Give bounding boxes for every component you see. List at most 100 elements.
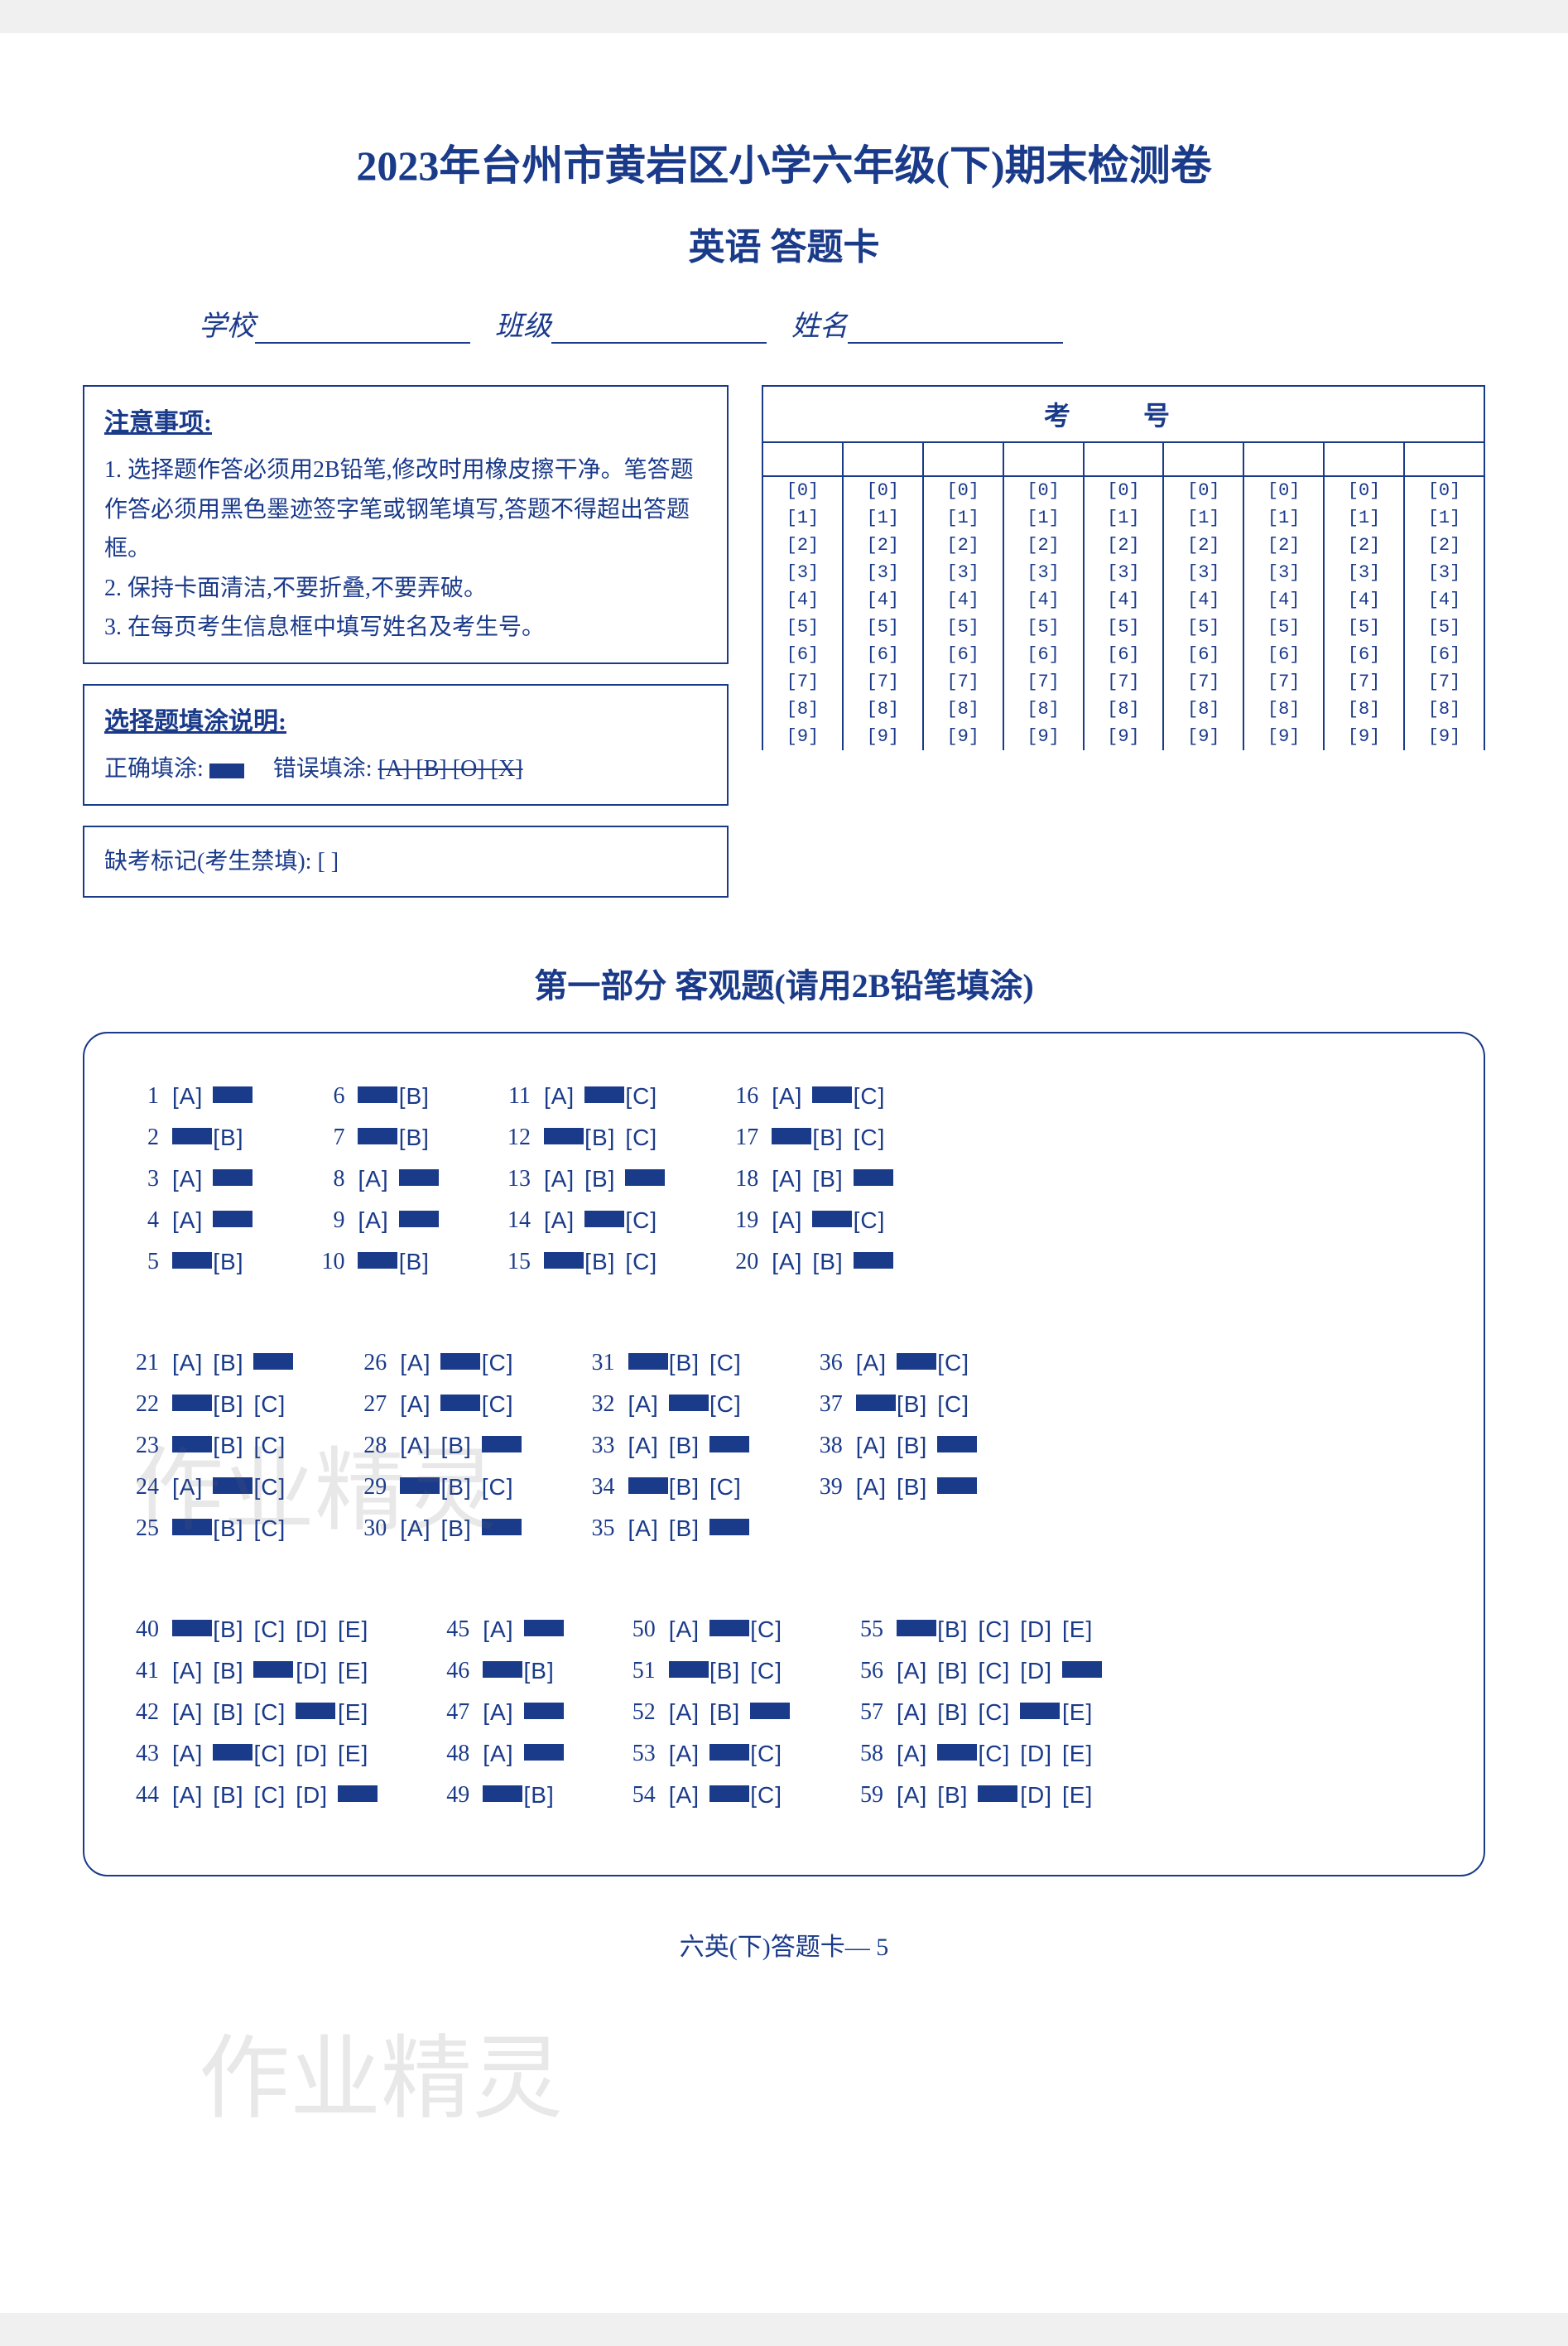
answer-bubble[interactable]: [A] <box>483 1741 513 1767</box>
answer-bubble[interactable]: [B] <box>440 1433 471 1459</box>
answer-bubble[interactable]: [C] <box>978 1616 1010 1643</box>
answer-bubble[interactable]: [A] <box>483 1699 513 1726</box>
answer-bubble[interactable]: [B] <box>937 1782 968 1809</box>
answer-bubble[interactable]: [E] <box>338 1741 368 1767</box>
answer-bubble[interactable]: [A] <box>483 1616 513 1643</box>
answer-bubble[interactable]: [A] <box>772 1125 802 1151</box>
answer-bubble[interactable]: [C] <box>750 1616 782 1643</box>
answer-bubble[interactable]: [C] <box>253 1658 286 1684</box>
exam-bubble[interactable]: [4] <box>1404 586 1484 614</box>
answer-bubble[interactable]: [A] <box>897 1658 927 1684</box>
answer-bubble[interactable]: [C] <box>750 1741 782 1767</box>
answer-bubble[interactable]: [C] <box>937 1433 969 1459</box>
answer-bubble[interactable]: [B] <box>709 1699 740 1726</box>
answer-bubble[interactable]: [A] <box>400 1474 430 1501</box>
answer-bubble[interactable]: [C] <box>253 1474 286 1501</box>
answer-bubble[interactable]: [B] <box>213 1658 243 1684</box>
exam-bubble[interactable]: [6] <box>923 641 1003 668</box>
answer-bubble[interactable]: [C] <box>750 1658 782 1684</box>
name-blank[interactable] <box>848 316 1063 344</box>
answer-bubble[interactable]: [B] <box>213 1474 243 1501</box>
answer-bubble[interactable]: [D] <box>296 1658 328 1684</box>
exam-bubble[interactable]: [6] <box>843 641 923 668</box>
answer-bubble[interactable]: [A] <box>628 1433 659 1459</box>
answer-bubble[interactable]: [A] <box>544 1083 575 1110</box>
answer-bubble[interactable]: [D] <box>1020 1658 1052 1684</box>
exam-bubble[interactable]: [0] <box>1163 476 1243 504</box>
answer-bubble[interactable]: [A] <box>172 1083 203 1110</box>
answer-bubble[interactable]: [B] <box>897 1391 927 1418</box>
answer-bubble[interactable]: [B] <box>213 1433 243 1459</box>
answer-bubble[interactable]: [A] <box>483 1658 513 1684</box>
answer-bubble[interactable]: [C] <box>978 1741 1010 1767</box>
answer-bubble[interactable]: [A] <box>172 1125 203 1151</box>
answer-bubble[interactable]: [B] <box>213 1699 243 1726</box>
answer-bubble[interactable]: [A] <box>669 1741 700 1767</box>
exam-bubble[interactable]: [1] <box>1163 504 1243 532</box>
answer-bubble[interactable]: [B] <box>584 1166 615 1192</box>
answer-bubble[interactable]: [C] <box>253 1699 286 1726</box>
answer-bubble[interactable]: [B] <box>399 1249 430 1275</box>
exam-bubble[interactable]: [8] <box>843 696 923 723</box>
exam-bubble[interactable]: [8] <box>923 696 1003 723</box>
answer-bubble[interactable]: [C] <box>625 1207 657 1234</box>
exam-bubble[interactable]: [6] <box>1324 641 1404 668</box>
answer-bubble[interactable]: [A] <box>669 1658 700 1684</box>
answer-bubble[interactable]: [B] <box>937 1658 968 1684</box>
exam-bubble[interactable]: [7] <box>1243 668 1324 696</box>
answer-bubble[interactable]: [A] <box>897 1699 927 1726</box>
answer-bubble[interactable]: [A] <box>400 1515 430 1542</box>
answer-bubble[interactable]: [C] <box>709 1391 742 1418</box>
exam-bubble[interactable]: [2] <box>1404 532 1484 559</box>
answer-bubble[interactable]: [C] <box>854 1249 886 1275</box>
exam-bubble[interactable]: [9] <box>1003 723 1084 750</box>
answer-bubble[interactable]: [B] <box>524 1741 555 1767</box>
exam-bubble[interactable]: [4] <box>762 586 843 614</box>
answer-bubble[interactable]: [A] <box>358 1249 388 1275</box>
answer-bubble[interactable]: [B] <box>897 1474 927 1501</box>
answer-bubble[interactable]: [A] <box>772 1166 802 1192</box>
exam-bubble[interactable]: [8] <box>762 696 843 723</box>
exam-bubble[interactable]: [3] <box>1084 559 1164 586</box>
exam-bubble[interactable]: [2] <box>1243 532 1324 559</box>
answer-bubble[interactable]: [A] <box>856 1433 887 1459</box>
exam-bubble[interactable]: [1] <box>1003 504 1084 532</box>
exam-bubble[interactable]: [1] <box>1243 504 1324 532</box>
answer-bubble[interactable]: [E] <box>1062 1699 1093 1726</box>
answer-bubble[interactable]: [A] <box>172 1782 203 1809</box>
answer-bubble[interactable]: [C] <box>253 1391 286 1418</box>
answer-bubble[interactable]: [B] <box>399 1083 430 1110</box>
exam-bubble[interactable]: [1] <box>1084 504 1164 532</box>
answer-bubble[interactable]: [B] <box>669 1433 700 1459</box>
exam-bubble[interactable]: [1] <box>843 504 923 532</box>
answer-bubble[interactable]: [D] <box>1020 1699 1052 1726</box>
answer-bubble[interactable]: [B] <box>669 1515 700 1542</box>
answer-bubble[interactable]: [D] <box>1020 1616 1052 1643</box>
answer-bubble[interactable]: [B] <box>213 1207 243 1234</box>
answer-bubble[interactable]: [C] <box>854 1083 886 1110</box>
answer-bubble[interactable]: [B] <box>213 1391 243 1418</box>
answer-bubble[interactable]: [B] <box>709 1741 740 1767</box>
exam-bubble[interactable]: [4] <box>1163 586 1243 614</box>
exam-bubble[interactable]: [5] <box>1003 614 1084 641</box>
answer-bubble[interactable]: [B] <box>812 1125 843 1151</box>
answer-bubble[interactable]: [B] <box>399 1166 430 1192</box>
answer-bubble[interactable]: [A] <box>669 1616 700 1643</box>
answer-bubble[interactable]: [B] <box>524 1658 555 1684</box>
exam-bubble[interactable]: [5] <box>1404 614 1484 641</box>
exam-bubble[interactable]: [5] <box>1163 614 1243 641</box>
answer-bubble[interactable]: [C] <box>978 1699 1010 1726</box>
exam-bubble[interactable]: [3] <box>843 559 923 586</box>
answer-bubble[interactable]: [E] <box>338 1699 368 1726</box>
answer-bubble[interactable]: [C] <box>937 1350 969 1376</box>
answer-bubble[interactable]: [B] <box>213 1083 243 1110</box>
answer-bubble[interactable]: [C] <box>482 1474 514 1501</box>
exam-digit-input[interactable] <box>1163 442 1243 476</box>
exam-bubble[interactable]: [7] <box>1003 668 1084 696</box>
exam-bubble[interactable]: [2] <box>762 532 843 559</box>
answer-bubble[interactable]: [B] <box>213 1616 243 1643</box>
answer-bubble[interactable]: [C] <box>709 1474 742 1501</box>
answer-bubble[interactable]: [B] <box>584 1207 615 1234</box>
answer-bubble[interactable]: [C] <box>750 1699 782 1726</box>
exam-bubble[interactable]: [0] <box>762 476 843 504</box>
